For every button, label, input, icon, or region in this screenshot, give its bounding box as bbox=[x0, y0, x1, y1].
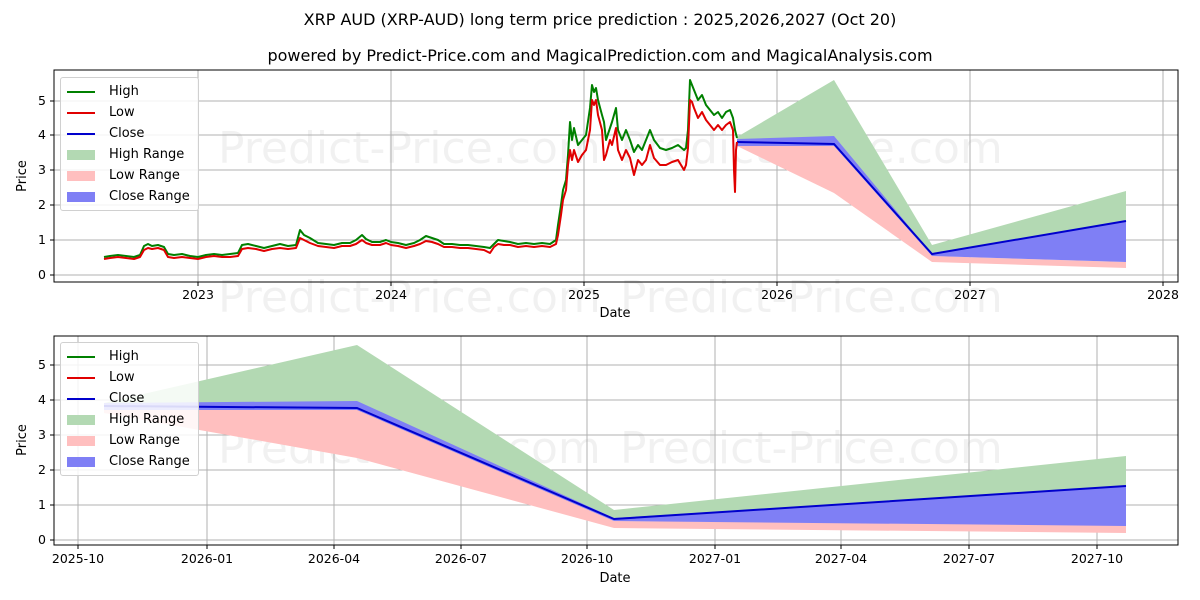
x-tick: 2028 bbox=[1147, 287, 1179, 302]
legend-item-low-range: Low Range bbox=[67, 430, 190, 451]
legend-item-close-range: Close Range bbox=[67, 451, 190, 472]
y-tick: 4 bbox=[38, 392, 46, 407]
y-tick: 1 bbox=[38, 497, 46, 512]
high-range-area bbox=[104, 345, 1126, 519]
legend-item-close: Close bbox=[67, 388, 190, 409]
legend-label: High Range bbox=[109, 412, 185, 427]
close-range-area bbox=[737, 136, 1126, 262]
top-axes-frame bbox=[53, 69, 1179, 283]
y-tick: 4 bbox=[38, 127, 46, 142]
legend-swatch bbox=[67, 90, 95, 93]
legend-label: High bbox=[109, 84, 139, 99]
top-legend: High Low Close High Range Low Range Clos… bbox=[60, 77, 199, 211]
high-line bbox=[103, 79, 738, 258]
legend-swatch bbox=[67, 435, 95, 446]
legend-swatch bbox=[67, 355, 95, 358]
legend-swatch bbox=[67, 456, 95, 467]
x-tick: 2027 bbox=[954, 287, 986, 302]
x-tick: 2026 bbox=[761, 287, 793, 302]
legend-label: Low Range bbox=[109, 168, 180, 183]
low-range-area bbox=[104, 406, 1126, 533]
legend-label: Low bbox=[109, 105, 135, 120]
legend-label: Low bbox=[109, 370, 135, 385]
legend-item-high-range: High Range bbox=[67, 144, 190, 165]
legend-item-high-range: High Range bbox=[67, 409, 190, 430]
top-y-ticks: 0 1 2 3 4 5 bbox=[38, 93, 46, 282]
chart-subtitle: powered by Predict-Price.com and Magical… bbox=[267, 46, 933, 65]
chart-title: XRP AUD (XRP-AUD) long term price predic… bbox=[303, 10, 897, 29]
legend-swatch bbox=[67, 111, 95, 114]
y-tick: 3 bbox=[38, 162, 46, 177]
x-tick: 2026-01 bbox=[181, 551, 233, 566]
legend-item-low: Low bbox=[67, 102, 190, 123]
bottom-x-axis-label: Date bbox=[599, 571, 630, 586]
legend-swatch bbox=[67, 149, 95, 160]
y-tick: 2 bbox=[38, 197, 46, 212]
legend-label: Low Range bbox=[109, 433, 180, 448]
y-tick: 5 bbox=[38, 357, 46, 372]
watermark: Predict-Price.com bbox=[218, 123, 601, 174]
x-tick: 2025 bbox=[568, 287, 600, 302]
y-tick: 0 bbox=[38, 532, 46, 547]
bottom-legend: High Low Close High Range Low Range Clos… bbox=[60, 342, 199, 476]
legend-swatch bbox=[67, 397, 95, 400]
x-tick: 2026-07 bbox=[435, 551, 487, 566]
top-y-axis-label: Price bbox=[15, 160, 30, 192]
legend-label: Close bbox=[109, 391, 145, 406]
top-x-axis-label: Date bbox=[599, 306, 630, 321]
legend-item-close: Close bbox=[67, 123, 190, 144]
bottom-y-axis-label: Price bbox=[15, 424, 30, 456]
y-tick: 0 bbox=[38, 267, 46, 282]
bottom-axes-frame bbox=[53, 335, 1179, 546]
x-tick: 2023 bbox=[182, 287, 214, 302]
watermark: Predict-Price.com bbox=[620, 272, 1003, 323]
legend-item-high: High bbox=[67, 346, 190, 367]
legend-label: Close Range bbox=[109, 189, 190, 204]
low-range-area bbox=[737, 141, 1126, 268]
x-tick: 2027-04 bbox=[815, 551, 867, 566]
legend-item-close-range: Close Range bbox=[67, 186, 190, 207]
watermark: Predict-Price.com bbox=[218, 272, 601, 323]
x-tick: 2026-04 bbox=[308, 551, 360, 566]
close-line bbox=[736, 141, 1127, 256]
bottom-chart: Predict-Price.com Predict-Price.com bbox=[15, 335, 1179, 586]
y-tick: 5 bbox=[38, 93, 46, 108]
x-tick: 2025-10 bbox=[52, 551, 104, 566]
top-x-ticks: 2023 2024 2025 2026 2027 2028 bbox=[182, 287, 1179, 302]
legend-swatch bbox=[67, 191, 95, 202]
close-line bbox=[103, 405, 1127, 521]
y-tick: 3 bbox=[38, 427, 46, 442]
x-tick: 2024 bbox=[375, 287, 407, 302]
legend-label: High Range bbox=[109, 147, 185, 162]
legend-item-low: Low bbox=[67, 367, 190, 388]
watermark: Predict-Price.com bbox=[620, 423, 1003, 474]
x-tick: 2026-10 bbox=[561, 551, 613, 566]
legend-swatch bbox=[67, 376, 95, 379]
legend-label: Close Range bbox=[109, 454, 190, 469]
low-line bbox=[103, 99, 738, 260]
bottom-x-ticks: 2025-10 2026-01 2026-04 2026-07 2026-10 … bbox=[52, 551, 1123, 566]
close-range-area bbox=[104, 401, 1126, 526]
legend-item-high: High bbox=[67, 81, 190, 102]
top-chart: Predict-Price.com Predict-Price.com Pred… bbox=[15, 69, 1179, 323]
legend-item-low-range: Low Range bbox=[67, 165, 190, 186]
x-tick: 2027-10 bbox=[1071, 551, 1123, 566]
y-tick: 1 bbox=[38, 232, 46, 247]
y-tick: 2 bbox=[38, 462, 46, 477]
legend-swatch bbox=[67, 132, 95, 135]
high-range-area bbox=[737, 80, 1126, 253]
legend-label: Close bbox=[109, 126, 145, 141]
bottom-y-ticks: 0 1 2 3 4 5 bbox=[38, 357, 46, 547]
legend-swatch bbox=[67, 170, 95, 181]
legend-label: High bbox=[109, 349, 139, 364]
x-tick: 2027-07 bbox=[943, 551, 995, 566]
x-tick: 2027-01 bbox=[689, 551, 741, 566]
legend-swatch bbox=[67, 414, 95, 425]
